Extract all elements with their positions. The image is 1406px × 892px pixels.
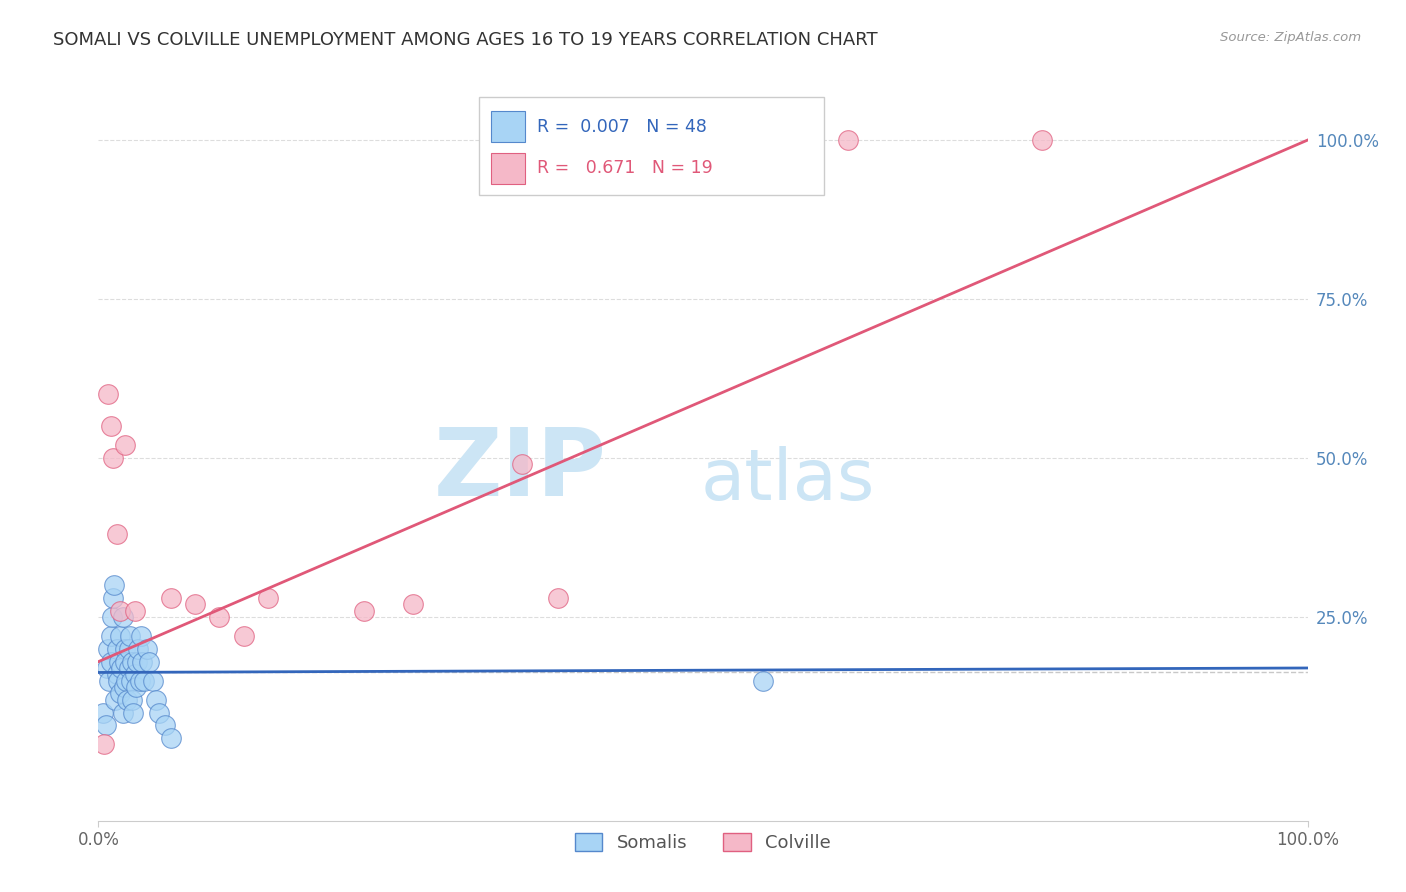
Point <box>108 686 131 700</box>
Point <box>107 673 129 688</box>
Point <box>837 133 859 147</box>
Point <box>94 718 117 732</box>
Point <box>208 610 231 624</box>
Text: ZIP: ZIP <box>433 424 606 516</box>
Point <box>101 451 124 466</box>
Point <box>160 731 183 745</box>
Point <box>98 673 121 688</box>
Point <box>108 655 131 669</box>
Point <box>105 641 128 656</box>
Point <box>256 591 278 605</box>
Point <box>124 604 146 618</box>
Text: R =   0.671   N = 19: R = 0.671 N = 19 <box>537 159 713 178</box>
FancyBboxPatch shape <box>492 153 526 184</box>
Point <box>111 706 134 720</box>
Point <box>122 706 145 720</box>
Legend: Somalis, Colville: Somalis, Colville <box>568 825 838 859</box>
FancyBboxPatch shape <box>492 112 526 142</box>
Point <box>103 578 125 592</box>
Point <box>353 604 375 618</box>
Point <box>148 706 170 720</box>
Point <box>100 655 122 669</box>
Point <box>96 661 118 675</box>
Point <box>118 629 141 643</box>
Point <box>114 655 136 669</box>
Point <box>121 693 143 707</box>
Point <box>124 667 146 681</box>
Point <box>101 591 124 605</box>
FancyBboxPatch shape <box>479 96 824 195</box>
Point <box>184 598 207 612</box>
Point <box>153 718 176 732</box>
Point <box>1031 133 1053 147</box>
Point <box>129 629 152 643</box>
Text: atlas: atlas <box>700 446 875 515</box>
Point <box>105 667 128 681</box>
Point <box>142 673 165 688</box>
Point <box>125 680 148 694</box>
Point <box>121 655 143 669</box>
Text: SOMALI VS COLVILLE UNEMPLOYMENT AMONG AGES 16 TO 19 YEARS CORRELATION CHART: SOMALI VS COLVILLE UNEMPLOYMENT AMONG AG… <box>53 31 879 49</box>
Point <box>118 661 141 675</box>
Point <box>91 706 114 720</box>
Point <box>127 655 149 669</box>
Point <box>547 591 569 605</box>
Point <box>112 680 135 694</box>
Text: Source: ZipAtlas.com: Source: ZipAtlas.com <box>1220 31 1361 45</box>
Point <box>135 641 157 656</box>
Point <box>97 387 120 401</box>
Point <box>110 661 132 675</box>
Point <box>160 591 183 605</box>
Point <box>120 673 142 688</box>
Point <box>128 673 150 688</box>
Point <box>108 629 131 643</box>
Text: R =  0.007   N = 48: R = 0.007 N = 48 <box>537 118 707 136</box>
Point <box>111 610 134 624</box>
Point <box>100 629 122 643</box>
Point <box>114 641 136 656</box>
Point <box>100 610 122 624</box>
Point <box>93 737 115 751</box>
Point <box>131 655 153 669</box>
Point <box>97 641 120 656</box>
Point <box>232 629 254 643</box>
Point <box>115 673 138 688</box>
Point <box>145 693 167 707</box>
Point <box>108 604 131 618</box>
Point <box>114 438 136 452</box>
Point <box>104 693 127 707</box>
Point <box>127 641 149 656</box>
Point <box>100 419 122 434</box>
Point <box>138 655 160 669</box>
Point <box>117 693 139 707</box>
Point <box>510 458 533 472</box>
Point <box>105 527 128 541</box>
Point <box>402 598 425 612</box>
Point <box>752 673 775 688</box>
Point <box>118 641 141 656</box>
Point <box>134 673 156 688</box>
